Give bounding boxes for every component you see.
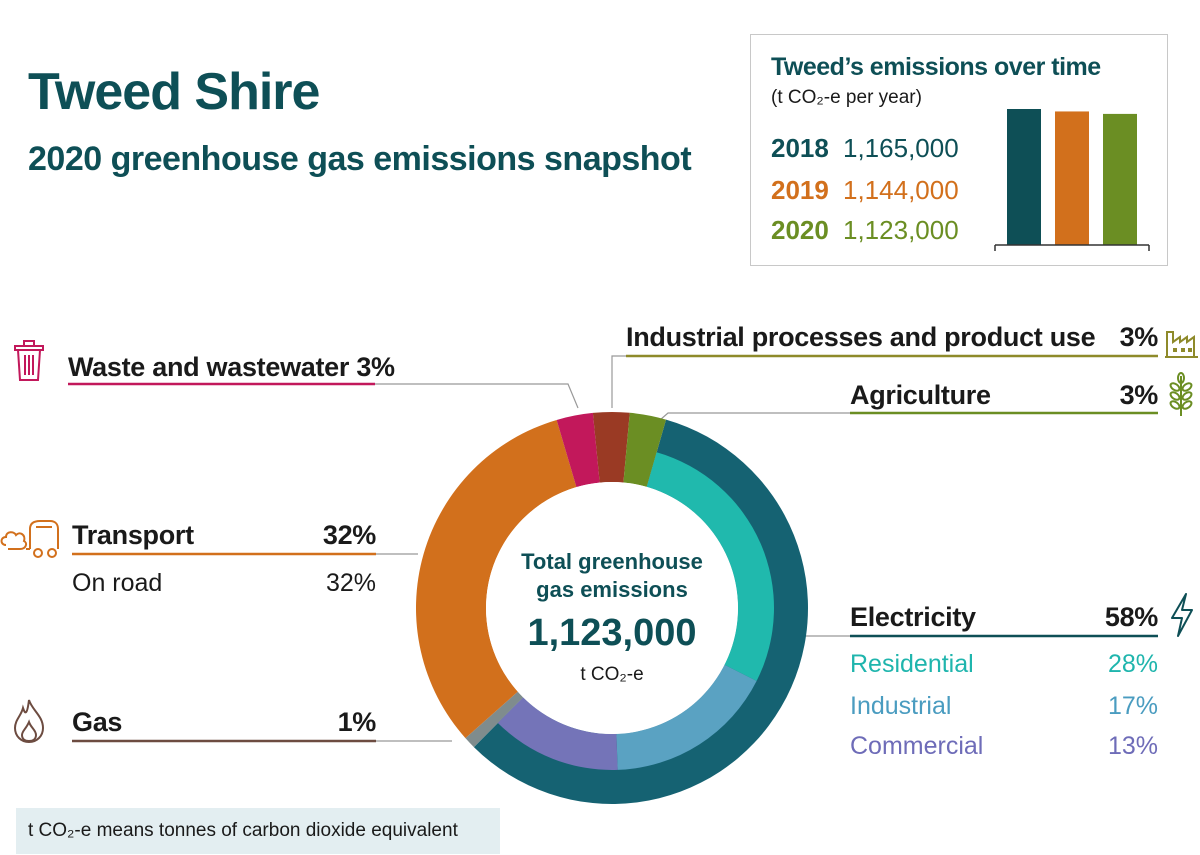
donut-outer-gas [465, 691, 524, 748]
electricity-industrial-name: Industrial [850, 692, 952, 720]
donut-center-unit: t CO₂-e [580, 664, 644, 685]
waste-pct: 3% [356, 352, 395, 382]
electricity-commercial-name: Commercial [850, 732, 984, 760]
trend-value: 1,123,000 [843, 215, 959, 245]
trend-row-2020: 2020 1,123,000 [771, 215, 959, 246]
gas-name: Gas [72, 707, 123, 737]
trend-year: 2019 [771, 175, 829, 205]
page-title: Tweed Shire [28, 63, 320, 121]
emissions-trend-panel: Tweed’s emissions over time (t CO₂-e per… [750, 34, 1168, 266]
transport-pct: 32% [322, 520, 376, 550]
trend-value: 1,144,000 [843, 175, 959, 205]
donut-center-total: 1,123,000 [527, 612, 697, 654]
agriculture-name: Agriculture [850, 380, 991, 410]
donut-outer-transport [416, 419, 577, 739]
trend-bar-2020 [1103, 113, 1137, 245]
industrial-processes-leader [611, 355, 626, 408]
gas-pct: 1% [337, 707, 377, 737]
donut-outer-industrial-processes-and-product-use [592, 412, 630, 483]
waste-name: Waste and wastewater [68, 352, 350, 382]
electricity-residential-pct: 28% [1107, 650, 1158, 678]
trend-title: Tweed’s emissions over time [771, 53, 1101, 81]
trend-year: 2018 [771, 133, 829, 163]
page-subtitle: 2020 greenhouse gas emissions snapshot [28, 140, 692, 178]
wheat-icon [1169, 372, 1193, 416]
lightning-bolt-icon [1171, 593, 1193, 637]
industrial-processes-pct: 3% [1119, 322, 1159, 352]
factory-icon [1165, 331, 1198, 358]
donut-inner-commercial [497, 697, 618, 770]
donut-hole [486, 482, 738, 734]
trend-year: 2020 [771, 215, 829, 245]
trend-bar-2018 [1007, 109, 1041, 245]
transport-sub-name: On road [72, 569, 163, 597]
trend-row-2018: 2018 1,165,000 [771, 133, 959, 164]
footnote-panel: t CO₂-e means tonnes of carbon dioxide e… [16, 808, 500, 854]
donut-outer-waste-and-wastewater [556, 412, 600, 488]
donut-inner-industrial [616, 664, 757, 770]
agriculture-leader [659, 412, 850, 421]
donut-center-caption: Total greenhouse gas emissions [492, 548, 732, 604]
trend-unit: (t CO₂-e per year) [771, 87, 922, 108]
agriculture-pct: 3% [1119, 380, 1159, 410]
transport-name: Transport [72, 520, 194, 550]
waste-leader [375, 383, 579, 409]
trash-bin-icon [14, 340, 44, 381]
footnote-text: t CO₂-e means tonnes of carbon dioxide e… [28, 820, 458, 841]
trend-bar-2019 [1055, 111, 1089, 245]
electricity-commercial-pct: 13% [1107, 732, 1158, 760]
waste-label: Waste and wastewater 3% [68, 352, 395, 383]
industrial-processes-name: Industrial processes and product use [626, 322, 1096, 352]
electricity-industrial-pct: 17% [1107, 692, 1158, 720]
donut-center-line2: gas emissions [536, 577, 688, 602]
emissions-donut-chart [416, 412, 808, 804]
electricity-residential-name: Residential [850, 650, 974, 678]
donut-inner-residential [646, 452, 774, 682]
trend-row-2019: 2019 1,144,000 [771, 175, 959, 206]
flame-icon [13, 699, 45, 744]
donut-center-line1: Total greenhouse [521, 549, 703, 574]
car-exhaust-icon [0, 520, 59, 558]
donut-outer-agriculture [623, 412, 667, 487]
transport-sub-pct: 32% [325, 569, 376, 597]
electricity-name: Electricity [850, 602, 976, 632]
electricity-pct: 58% [1104, 602, 1158, 632]
trend-value: 1,165,000 [843, 133, 959, 163]
trend-bar-chart [994, 109, 1150, 251]
